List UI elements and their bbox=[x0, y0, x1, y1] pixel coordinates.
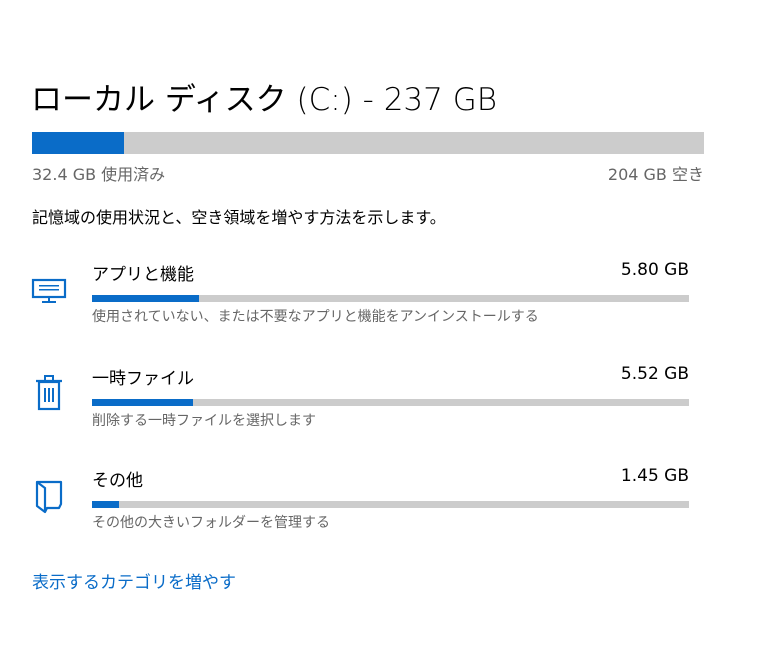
category-bar bbox=[92, 399, 689, 406]
show-more-categories-link[interactable]: 表示するカテゴリを増やす bbox=[32, 573, 236, 593]
category-name: その他 bbox=[92, 471, 143, 491]
description: 記憶域の使用状況と、空き領域を増やす方法を示します。 bbox=[32, 208, 446, 227]
category-name: アプリと機能 bbox=[92, 265, 194, 285]
trash-icon bbox=[36, 375, 62, 411]
disk-usage-fill bbox=[32, 132, 125, 154]
category-bar-fill bbox=[92, 399, 194, 406]
category-size: 1.45 GB bbox=[620, 466, 689, 486]
category-subtitle: 削除する一時ファイルを選択します bbox=[92, 413, 316, 429]
folder-icon bbox=[35, 480, 63, 514]
category-size: 5.52 GB bbox=[620, 364, 689, 384]
category-subtitle: その他の大きいフォルダーを管理する bbox=[92, 515, 330, 531]
category-bar-fill bbox=[92, 295, 200, 302]
category-bar bbox=[92, 501, 689, 508]
page-title: ローカル ディスク (C:) - 237 GB bbox=[31, 82, 498, 118]
used-space-label: 32.4 GB 使用済み bbox=[32, 165, 166, 184]
category-size: 5.80 GB bbox=[620, 260, 689, 280]
category-bar-fill bbox=[92, 501, 119, 508]
disk-usage-bar bbox=[32, 132, 704, 154]
category-other[interactable]: その他 1.45 GB その他の大きいフォルダーを管理する bbox=[0, 466, 761, 556]
category-temp-files[interactable]: 一時ファイル 5.52 GB 削除する一時ファイルを選択します bbox=[0, 364, 761, 454]
category-bar bbox=[92, 295, 689, 302]
category-subtitle: 使用されていない、または不要なアプリと機能をアンインストールする bbox=[92, 309, 539, 325]
free-space-label: 204 GB 空き bbox=[607, 165, 704, 184]
monitor-keyboard-icon bbox=[31, 278, 67, 303]
category-apps[interactable]: アプリと機能 5.80 GB 使用されていない、または不要なアプリと機能をアンイ… bbox=[0, 260, 761, 350]
category-name: 一時ファイル bbox=[92, 369, 194, 389]
